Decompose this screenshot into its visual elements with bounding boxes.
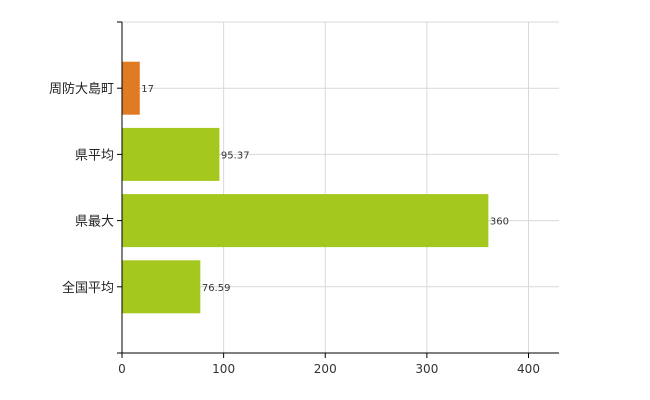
category-label-2: 県最大 xyxy=(75,215,114,230)
value-label-1: 95.37 xyxy=(221,150,250,161)
x-tick-label-4: 400 xyxy=(517,362,540,376)
bars-group: 17 95.37 360 76.59 xyxy=(122,61,509,314)
value-label-3: 76.59 xyxy=(202,283,231,294)
x-tick-label-3: 300 xyxy=(415,362,438,376)
x-tick-label-0: 0 xyxy=(118,362,126,376)
category-label-1: 県平均 xyxy=(75,148,114,163)
bar-0 xyxy=(122,61,140,115)
category-label-0: 周防大島町 xyxy=(49,81,114,97)
bar-1 xyxy=(122,127,220,181)
bar-2 xyxy=(122,194,489,248)
x-tick-label-1: 100 xyxy=(212,362,235,376)
category-label-3: 全国平均 xyxy=(62,280,114,296)
x-tick-label-2: 200 xyxy=(314,362,337,376)
value-label-0: 17 xyxy=(141,84,154,95)
bar-3 xyxy=(122,260,201,314)
value-label-2: 360 xyxy=(490,217,509,228)
